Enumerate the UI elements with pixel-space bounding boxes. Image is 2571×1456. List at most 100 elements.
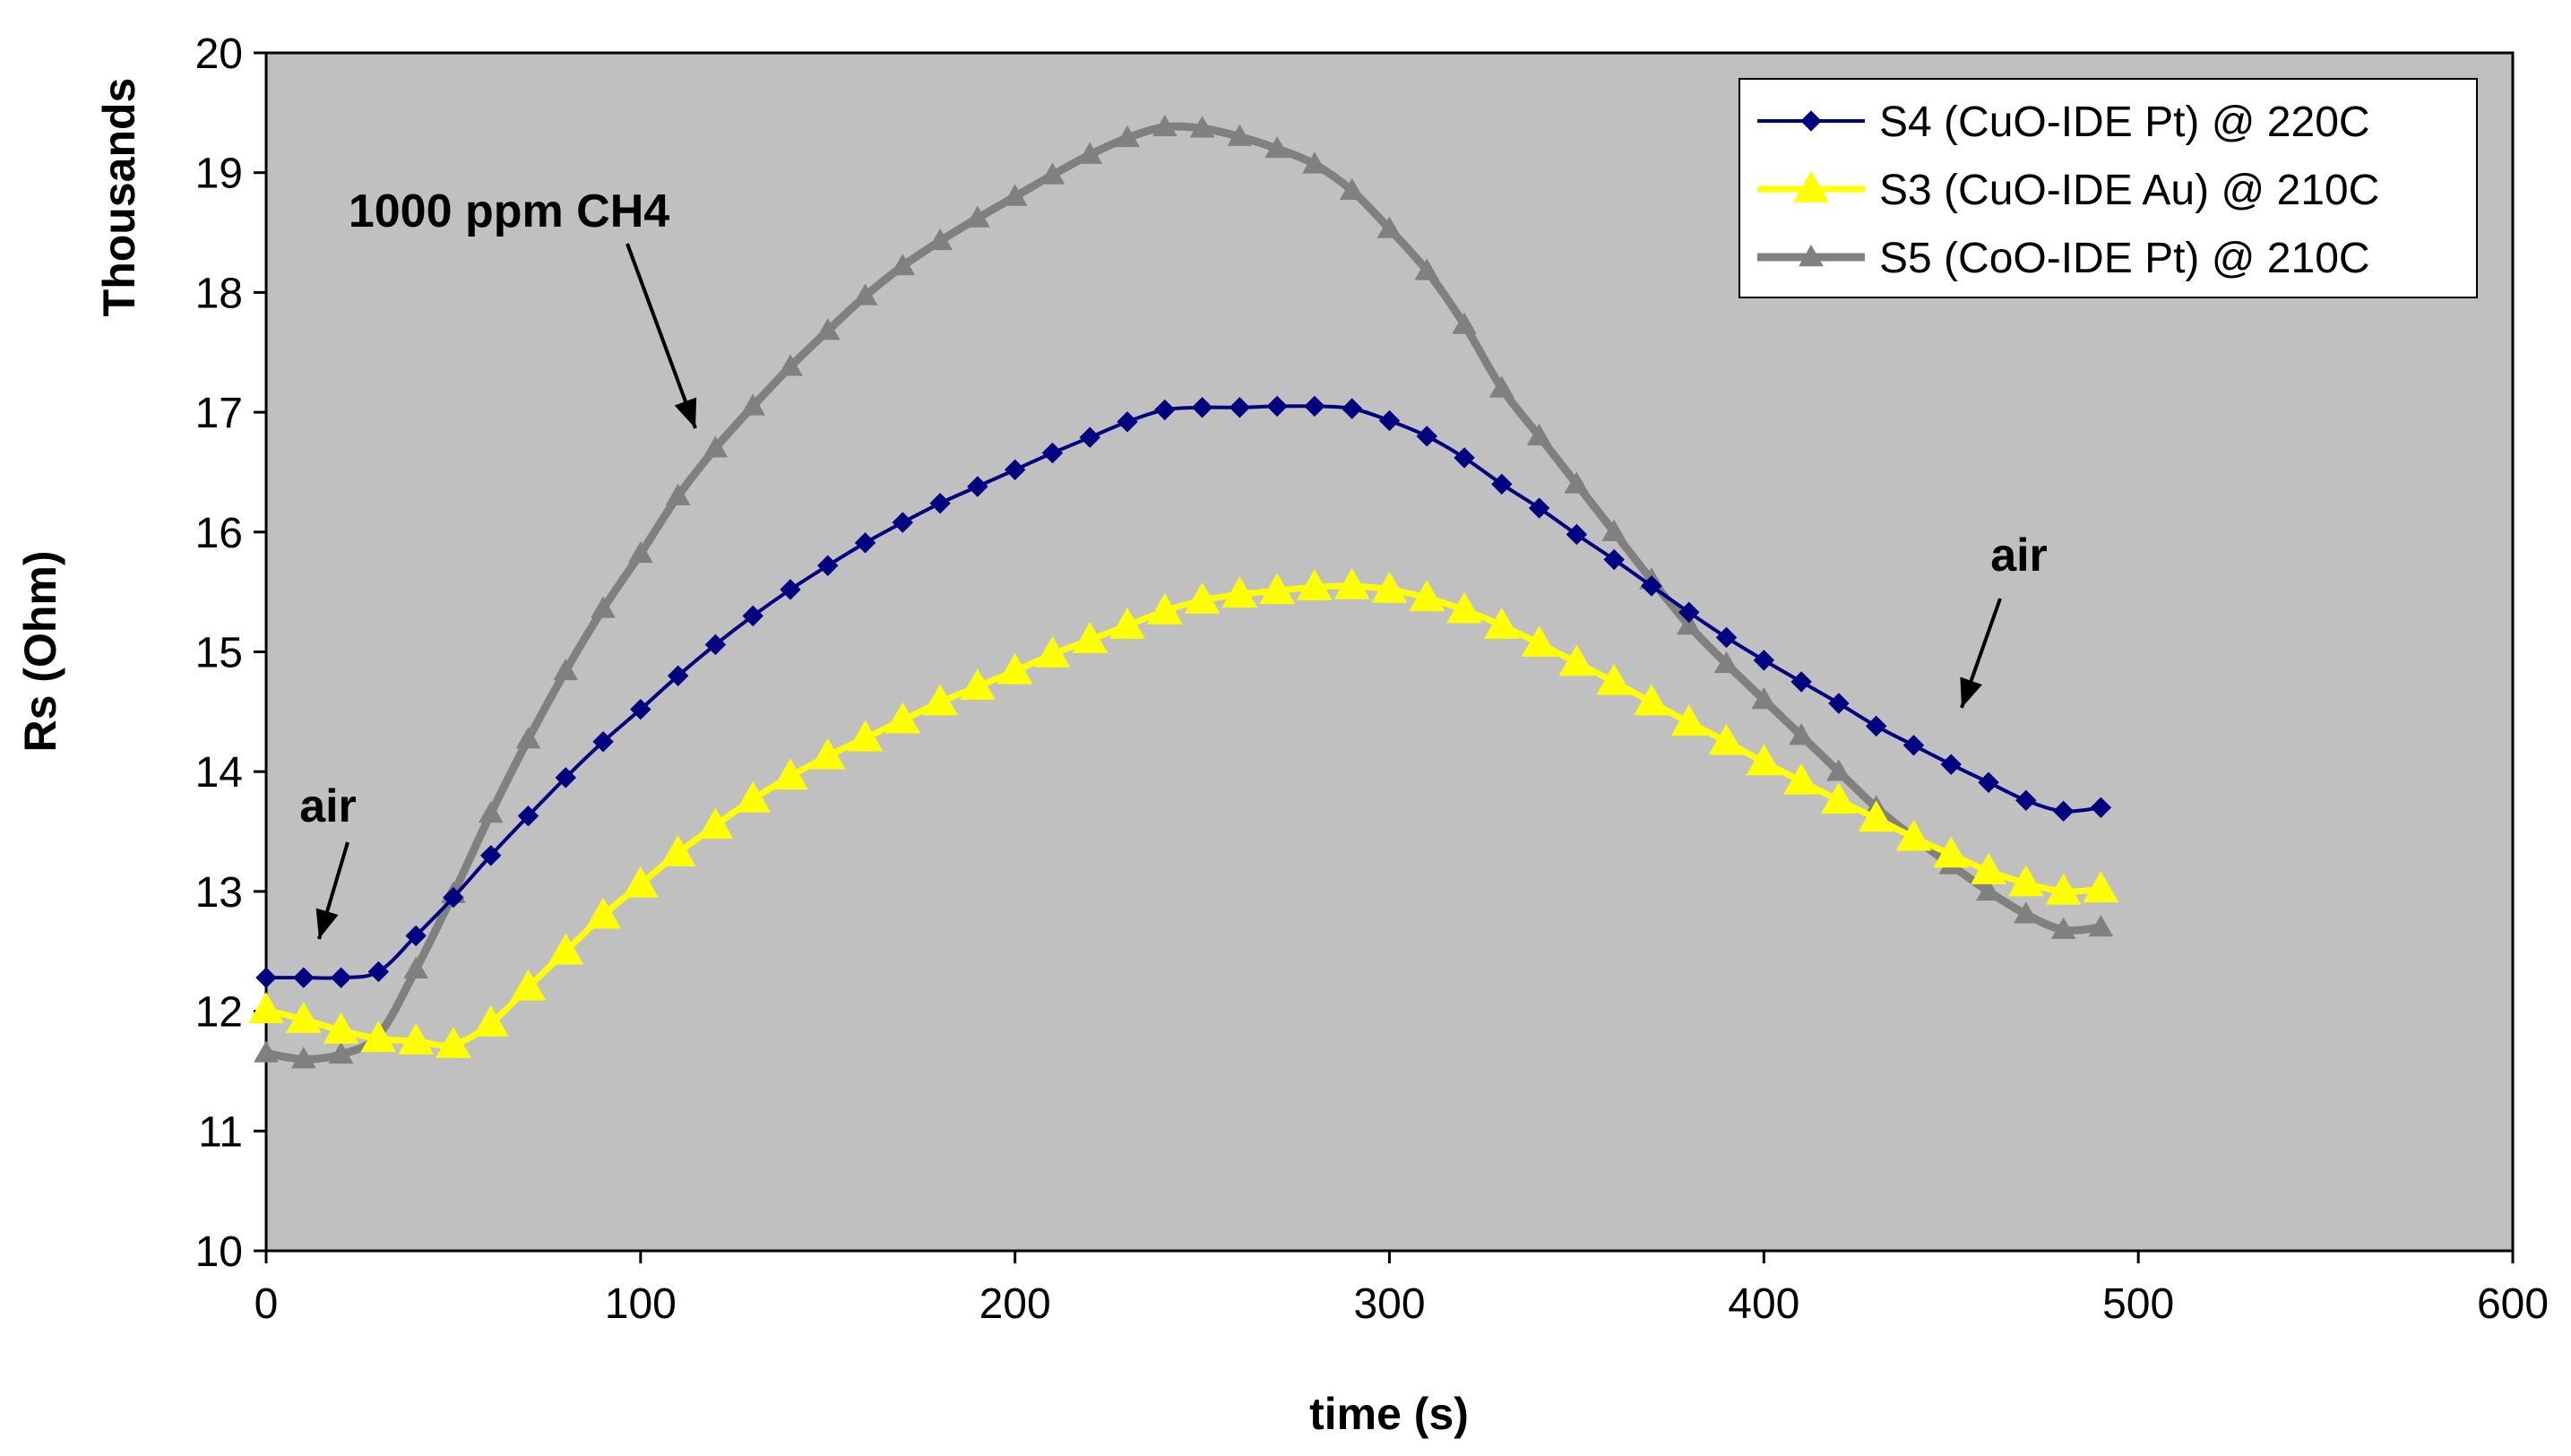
data-point	[1079, 426, 1100, 448]
data-point	[1452, 312, 1477, 334]
data-point	[1154, 399, 1176, 421]
y-unit-label: Thousands	[94, 78, 144, 317]
data-point	[478, 800, 504, 823]
data-point	[967, 476, 988, 497]
data-point	[1040, 162, 1065, 185]
y-tick-label: 12	[195, 989, 243, 1037]
data-point	[472, 1004, 509, 1037]
data-point	[2090, 797, 2112, 819]
data-point	[254, 1040, 279, 1063]
data-point	[1715, 626, 1738, 649]
data-point	[817, 555, 839, 576]
data-point	[1790, 671, 1812, 693]
data-point	[2007, 865, 2044, 897]
x-tick-label: 500	[2102, 1280, 2174, 1328]
data-point	[285, 1001, 322, 1033]
data-point	[1446, 591, 1482, 624]
data-point	[1521, 625, 1557, 657]
data-point	[1117, 411, 1138, 433]
data-point	[1376, 216, 1402, 238]
data-point	[927, 228, 953, 251]
x-tick-label: 100	[605, 1280, 677, 1328]
y-tick-label: 11	[198, 1108, 243, 1156]
data-point	[1416, 426, 1437, 447]
data-point	[1371, 571, 1408, 603]
legend-marker	[1799, 244, 1824, 267]
data-point	[1828, 693, 1850, 714]
data-point	[1634, 684, 1669, 716]
annotation-label: air	[299, 780, 357, 832]
x-tick-label: 300	[1353, 1280, 1425, 1328]
data-point	[2015, 789, 2037, 811]
data-point	[667, 665, 689, 686]
data-point	[1713, 650, 1739, 674]
data-point	[1601, 519, 1627, 542]
annotation-label: 1000 ppm CH4	[349, 185, 669, 237]
data-point	[1004, 459, 1026, 480]
data-point	[293, 967, 315, 988]
data-point	[1821, 782, 1857, 814]
data-point	[1297, 569, 1333, 601]
data-point	[735, 780, 772, 813]
y-tick-label: 17	[195, 390, 243, 437]
data-point	[630, 698, 651, 720]
legend-label: S3 (CuO-IDE Au) @ 210C	[1879, 167, 2379, 214]
data-point	[2083, 871, 2119, 902]
data-point	[1751, 686, 1777, 710]
annotation-label: air	[1990, 530, 2048, 582]
series-1	[255, 395, 2112, 988]
y-tick-label: 10	[195, 1228, 243, 1276]
data-point	[854, 532, 876, 554]
series-layer	[248, 114, 2119, 1069]
data-point	[965, 205, 990, 228]
data-point	[1676, 613, 1702, 635]
data-point	[1488, 375, 1514, 398]
data-point	[403, 956, 428, 979]
data-point	[443, 886, 464, 909]
data-point	[1189, 116, 1215, 138]
data-point	[1191, 397, 1213, 418]
data-point	[1266, 395, 1288, 418]
data-point	[367, 961, 390, 983]
data-point	[436, 1027, 471, 1058]
data-point	[555, 767, 576, 788]
y-tick-label: 18	[195, 270, 243, 317]
data-point	[1940, 754, 1962, 775]
data-point	[780, 579, 801, 600]
annotation-arrowhead	[1960, 676, 1982, 708]
y-tick-label: 19	[195, 151, 243, 198]
data-point	[1077, 142, 1103, 164]
data-point	[922, 684, 958, 716]
data-point	[1789, 723, 1814, 745]
x-axis-title: time (s)	[1309, 1389, 1469, 1439]
data-point	[515, 727, 541, 749]
data-point	[892, 512, 914, 533]
data-point	[585, 897, 621, 929]
data-point	[1002, 184, 1028, 206]
annotations: 1000 ppm CH4 air air	[299, 185, 2048, 940]
series-3	[254, 114, 2114, 1069]
data-point	[809, 737, 846, 770]
data-point	[1491, 473, 1513, 495]
data-point	[1304, 395, 1325, 418]
data-point	[1041, 442, 1064, 464]
legend-label: S4 (CuO-IDE Pt) @ 220C	[1879, 99, 2370, 146]
data-point	[665, 483, 691, 505]
data-point	[2045, 873, 2082, 905]
data-point	[996, 652, 1033, 685]
data-point	[1564, 471, 1590, 494]
data-point	[2088, 915, 2114, 937]
legend: S4 (CuO-IDE Pt) @ 220C S3 (CuO-IDE Au) @ …	[1738, 78, 2478, 298]
data-point	[960, 668, 996, 701]
data-point	[847, 719, 884, 752]
data-point	[2050, 917, 2076, 939]
data-point	[1109, 607, 1145, 639]
data-point	[290, 1047, 316, 1069]
data-point	[1333, 567, 1370, 599]
legend-marker	[1793, 170, 1829, 202]
data-point	[479, 845, 502, 866]
data-point	[660, 835, 696, 866]
data-point	[1526, 423, 1552, 446]
y-tick-label: 16	[195, 510, 243, 557]
data-point	[1229, 397, 1251, 418]
